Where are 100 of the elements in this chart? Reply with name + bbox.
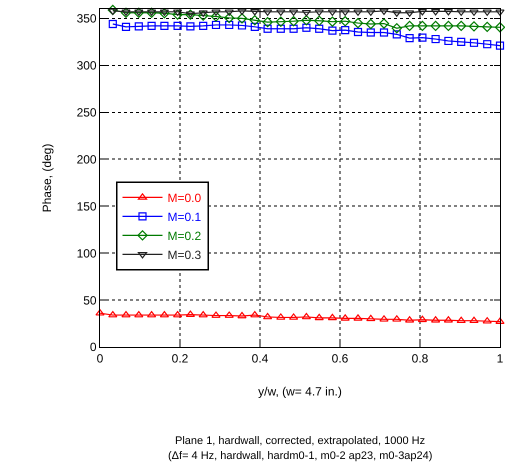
point — [108, 20, 117, 28]
point — [238, 21, 246, 30]
point — [418, 316, 428, 322]
point — [315, 24, 324, 33]
point — [172, 9, 183, 20]
y-tick-label: 250 — [76, 105, 97, 120]
point — [172, 310, 182, 318]
text: Plane 1, hardwall, corrected, extrapolated, 1000 Hz — [175, 435, 426, 447]
point — [457, 38, 466, 46]
y-axis-title: Phase, (deg) — [40, 144, 54, 212]
point — [302, 312, 312, 320]
x-tick-label: 1 — [496, 351, 504, 366]
point — [198, 10, 208, 17]
point — [290, 24, 298, 33]
point — [340, 314, 350, 321]
point — [404, 10, 414, 17]
point — [379, 315, 389, 322]
point — [262, 16, 273, 28]
point — [302, 24, 310, 32]
point — [366, 314, 376, 322]
point — [211, 9, 221, 16]
point — [134, 310, 144, 318]
point — [328, 9, 338, 16]
point — [301, 15, 312, 26]
point — [302, 10, 312, 16]
point — [443, 20, 454, 32]
point — [276, 16, 286, 27]
point — [250, 15, 260, 26]
point — [225, 20, 234, 30]
point — [328, 26, 336, 35]
point — [417, 20, 428, 32]
point — [494, 22, 505, 32]
point — [276, 313, 286, 320]
point — [212, 20, 220, 30]
point — [378, 18, 390, 29]
y-tick-label: 300 — [76, 58, 97, 73]
point — [224, 12, 234, 24]
point — [469, 316, 479, 324]
point — [262, 9, 272, 16]
point — [236, 13, 248, 24]
point — [160, 310, 170, 318]
point — [353, 314, 363, 321]
legend-label: M=0.1 — [168, 210, 202, 224]
point — [340, 16, 350, 26]
point — [174, 22, 182, 30]
point — [172, 9, 182, 16]
x-tick-label: 0.4 — [252, 351, 269, 366]
point — [314, 9, 324, 16]
point — [122, 22, 130, 31]
point — [392, 30, 401, 38]
point — [211, 311, 221, 318]
point — [469, 9, 479, 16]
point — [340, 9, 350, 16]
point — [444, 316, 454, 323]
point — [380, 28, 388, 37]
point — [341, 26, 350, 34]
point — [327, 16, 338, 27]
point — [199, 22, 208, 30]
point — [264, 24, 272, 33]
point — [392, 10, 402, 17]
point — [134, 22, 143, 30]
point — [353, 9, 363, 16]
point — [237, 312, 247, 318]
point — [288, 9, 298, 16]
point — [392, 23, 402, 34]
point — [148, 22, 156, 30]
point — [250, 310, 260, 318]
y-tick-label: 200 — [76, 152, 97, 166]
point — [288, 16, 299, 26]
x-tick-label: 0.8 — [412, 351, 429, 366]
point — [108, 310, 118, 318]
point — [288, 313, 298, 320]
point — [276, 9, 286, 16]
point — [430, 20, 441, 32]
point — [224, 311, 234, 318]
point — [160, 22, 168, 30]
point — [456, 9, 466, 16]
legend-label: M=0.0 — [168, 191, 202, 206]
point — [495, 9, 505, 16]
point — [352, 18, 364, 28]
point — [392, 315, 402, 322]
point — [456, 20, 466, 32]
legend-label: M=0.2 — [168, 229, 202, 244]
point — [444, 36, 452, 46]
point — [210, 11, 222, 22]
legend-label: M=0.3 — [168, 248, 202, 262]
point — [366, 28, 375, 37]
point — [482, 9, 492, 16]
point — [418, 34, 426, 42]
point — [483, 40, 492, 48]
y-tick-label: 100 — [76, 246, 97, 260]
x-tick-label: 0.2 — [172, 351, 189, 366]
point — [146, 310, 156, 318]
point — [224, 9, 234, 16]
x-tick-label: 0.6 — [332, 351, 349, 366]
y-tick-label: 350 — [76, 12, 97, 26]
point — [354, 28, 362, 36]
point — [328, 314, 338, 320]
y-tick-label: 150 — [76, 199, 97, 214]
point — [198, 310, 208, 318]
